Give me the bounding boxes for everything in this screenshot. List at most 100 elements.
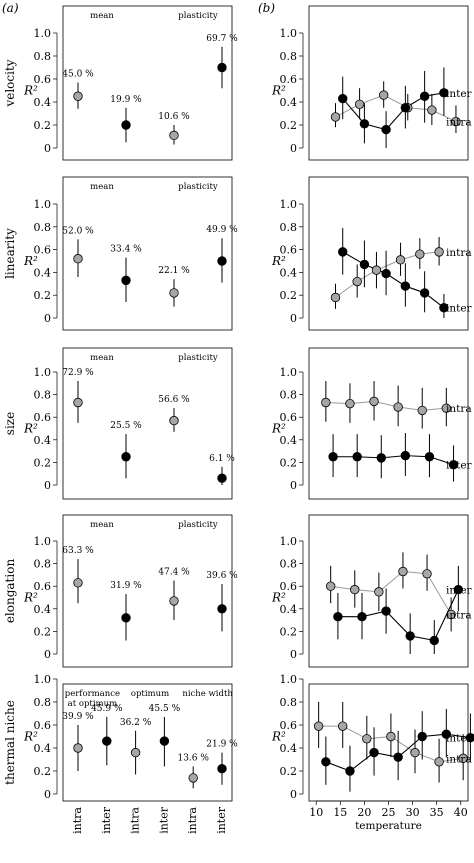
a-size-group-label-plasticity: plasticity: [178, 353, 218, 363]
b-thermal-niche-x-axis-label: temperature: [355, 820, 422, 832]
b-linearity-y-tick-label: 0.4: [280, 266, 298, 279]
a-thermal-niche-pct-label: 45.5 %: [149, 704, 181, 714]
b-thermal-niche-point-intra: [386, 731, 396, 742]
a-size-y-tick-label: 0.2: [34, 456, 52, 469]
a-linearity-pct-label: 22.1 %: [158, 266, 190, 276]
a-size-y-tick-label: 1.0: [34, 366, 52, 379]
b-linearity-point-intra: [371, 265, 382, 275]
b-size-y-tick-label: 0.8: [280, 389, 298, 402]
a-thermal-niche-group-label-performance-at-optimum: at optimum: [68, 699, 117, 709]
a-size-row-title: size: [3, 412, 17, 435]
a-size-y-tick-label: 0.4: [34, 434, 52, 447]
b-size-frame: [308, 347, 469, 500]
b-thermal-niche-x-tick-label: 10: [309, 806, 323, 819]
a-linearity-point-intra: [73, 254, 83, 264]
a-elongation-point-intra: [169, 596, 179, 606]
b-linearity-y-tick-label: 0.2: [280, 289, 298, 302]
a-elongation-group-label-mean: mean: [90, 520, 114, 530]
b-velocity-point-inter: [338, 93, 348, 104]
a-thermal-niche-point-intra: [188, 773, 198, 783]
b-velocity-point-intra: [427, 105, 437, 115]
b-size-line-intra: [325, 400, 447, 411]
b-size-point-inter: [424, 452, 435, 462]
b-thermal-niche-y-tick-label: 0.8: [280, 696, 298, 709]
a-elongation-pct-label: 47.4 %: [158, 568, 190, 578]
a-linearity-y-tick-label: 0.2: [34, 289, 52, 302]
b-thermal-niche-y-tick-label: 1.0: [280, 673, 298, 686]
b-size-y-tick-label: 0: [290, 479, 297, 492]
a-linearity-group-label-mean: mean: [90, 182, 114, 192]
b-size-point-inter: [352, 452, 362, 462]
a-thermal-niche-point-inter: [217, 764, 227, 774]
b-elongation-point-inter: [357, 612, 367, 622]
a-thermal-niche-x-tick-label: inter: [215, 806, 228, 834]
b-elongation-point-inter: [453, 584, 464, 595]
b-thermal-niche-x-tick-label: 20: [357, 806, 371, 819]
b-elongation-y-tick-label: 0.6: [280, 580, 298, 593]
b-size-point-intra: [321, 397, 331, 408]
b-velocity-series-label-intra: intra: [446, 117, 472, 129]
b-thermal-niche-point-intra: [362, 734, 372, 744]
a-linearity-point-inter: [121, 275, 131, 286]
b-size-point-intra: [417, 405, 427, 416]
b-elongation-r2-label: R²: [271, 591, 286, 605]
a-thermal-niche-point-intra: [73, 743, 83, 753]
a-thermal-niche-pct-label: 13.6 %: [177, 753, 209, 763]
b-thermal-niche-point-inter: [345, 766, 355, 776]
a-velocity-pct-label: 19.9 %: [110, 95, 142, 105]
b-velocity-r2-label: R²: [271, 84, 286, 98]
a-thermal-niche-frame: [62, 683, 233, 802]
b-thermal-niche-y-tick-label: 0: [290, 788, 297, 801]
b-linearity-y-tick-label: 0: [290, 312, 297, 325]
b-size-point-intra: [345, 398, 355, 409]
b-size-point-intra: [393, 402, 403, 412]
a-size-pct-label: 72.9 %: [62, 368, 94, 378]
panel-label-a: (a): [2, 1, 19, 15]
b-linearity-point-intra: [434, 247, 444, 257]
a-elongation-point-intra: [73, 578, 83, 588]
a-thermal-niche-pct-label: 39.9 %: [62, 712, 94, 722]
b-elongation-series-label-intra: intra: [446, 609, 472, 621]
a-size-point-inter: [121, 452, 131, 462]
b-linearity-r2-label: R²: [271, 254, 286, 268]
b-size-r2-label: R²: [271, 422, 286, 436]
b-linearity-point-intra: [330, 292, 341, 303]
a-size-y-tick-label: 0: [44, 479, 51, 492]
a-linearity-y-tick-label: 0: [44, 312, 51, 325]
a-thermal-niche-point-inter: [102, 736, 112, 746]
a-thermal-niche-pct-label: 21.9 %: [206, 740, 238, 750]
b-linearity-point-intra: [352, 276, 362, 287]
b-elongation-point-intra: [446, 609, 456, 620]
a-size-point-intra: [169, 415, 179, 426]
b-velocity-frame: [308, 5, 469, 161]
a-velocity-pct-label: 69.7 %: [206, 34, 238, 44]
b-size-point-intra: [369, 396, 379, 407]
b-linearity-point-inter: [400, 281, 411, 291]
b-thermal-niche-x-tick-label: 30: [406, 806, 420, 819]
a-thermal-niche-x-tick-label: intra: [129, 807, 142, 834]
b-velocity-point-inter: [400, 103, 411, 113]
a-thermal-niche-x-tick-label: intra: [71, 807, 84, 834]
b-velocity-point-inter: [439, 88, 449, 98]
a-velocity-point-inter: [121, 120, 131, 130]
b-linearity-point-inter: [439, 303, 449, 313]
b-linearity-frame: [308, 176, 469, 331]
a-velocity-point-intra: [169, 130, 179, 141]
b-thermal-niche-point-inter: [465, 732, 474, 743]
b-size-series-label-inter: inter: [446, 460, 473, 472]
b-size-point-inter: [376, 453, 386, 463]
a-elongation-pct-label: 63.3 %: [62, 546, 94, 556]
a-thermal-niche-r2-label: R²: [23, 730, 38, 744]
a-elongation-group-label-plasticity: plasticity: [178, 520, 218, 530]
a-velocity-group-label-mean: mean: [90, 11, 114, 21]
b-elongation-y-tick-label: 0.2: [280, 625, 298, 638]
b-thermal-niche-point-intra: [338, 721, 348, 731]
a-thermal-niche-point-intra: [130, 747, 141, 758]
b-velocity-y-tick-label: 0.2: [280, 119, 298, 132]
b-velocity-point-intra: [354, 99, 365, 110]
a-size-group-label-mean: mean: [90, 353, 114, 363]
a-linearity-pct-label: 52.0 %: [62, 226, 94, 236]
a-thermal-niche-y-tick-label: 0.6: [34, 719, 52, 732]
a-velocity-y-tick-label: 1.0: [34, 27, 52, 40]
a-size-frame: [62, 347, 233, 500]
